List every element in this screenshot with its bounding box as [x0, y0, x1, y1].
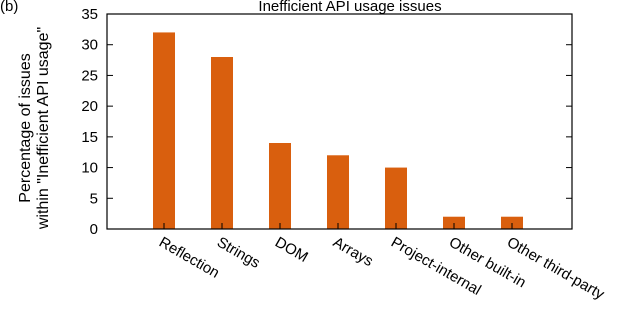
y-tick-label: 35: [81, 6, 98, 23]
x-tick-label: Reflection: [156, 234, 222, 282]
bar-dom: [269, 143, 291, 229]
y-axis-label-line-1: Percentage of issues: [17, 53, 34, 202]
title-fragment: Inefficient API usage issues: [258, 0, 441, 15]
bar-strings: [211, 57, 233, 229]
bar-reflection: [153, 32, 175, 229]
y-tick-label: 25: [81, 67, 98, 84]
bars-group: [153, 32, 523, 229]
y-tick-label: 5: [90, 190, 98, 207]
bar-other-built-in: [443, 216, 465, 229]
x-tick-label: Other third-party: [504, 234, 608, 304]
bar-arrays: [327, 155, 349, 229]
y-tick-label: 20: [81, 98, 98, 115]
bar-other-third-party: [501, 216, 523, 229]
y-tick-label: 15: [81, 129, 98, 146]
y-tick-label: 30: [81, 37, 98, 54]
figure-caption-top: (b) Inefficient API usage issues: [0, 0, 442, 15]
x-tick-label: DOM: [272, 234, 311, 266]
y-axis-title: Percentage of issues within "Inefficient…: [17, 27, 52, 230]
y-tick-label: 10: [81, 160, 98, 177]
bar-project-internal: [385, 167, 407, 229]
x-tick-label: Arrays: [330, 234, 376, 270]
y-tick-label: 0: [90, 221, 98, 238]
y-axis-label-line-2: within "Inefficient API usage": [35, 27, 52, 230]
y-axis-ticks: 0 5 10 15 20 25 30 35: [81, 6, 572, 238]
plot-frame: [106, 13, 573, 230]
caption-fragment: (b): [0, 0, 18, 15]
